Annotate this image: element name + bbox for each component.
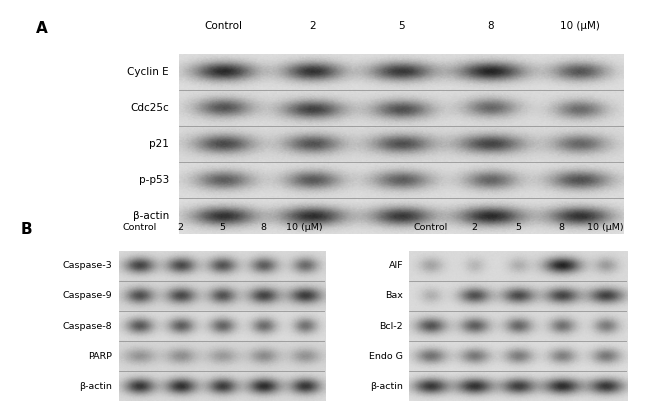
Text: 2: 2 [472, 223, 478, 232]
Text: 10 (μM): 10 (μM) [560, 21, 599, 31]
Text: 8: 8 [260, 223, 266, 232]
Text: Endo G: Endo G [369, 352, 403, 361]
Text: 5: 5 [219, 223, 225, 232]
Text: 10 (μM): 10 (μM) [587, 223, 624, 232]
Text: Control: Control [414, 223, 448, 232]
Text: Control: Control [122, 223, 157, 232]
Text: A: A [36, 21, 47, 36]
Text: 8: 8 [559, 223, 565, 232]
Text: 5: 5 [398, 21, 405, 31]
Text: β-actin: β-actin [79, 382, 112, 391]
Text: p-p53: p-p53 [138, 175, 169, 185]
Text: 2: 2 [177, 223, 184, 232]
Text: Control: Control [205, 21, 242, 31]
Text: Cyclin E: Cyclin E [127, 66, 169, 76]
Text: Bcl-2: Bcl-2 [380, 321, 403, 331]
Text: 10 (μM): 10 (μM) [286, 223, 322, 232]
Text: p21: p21 [149, 139, 169, 149]
Text: 5: 5 [515, 223, 521, 232]
Text: Caspase-3: Caspase-3 [62, 261, 112, 270]
Text: Bax: Bax [385, 291, 403, 301]
Text: Caspase-8: Caspase-8 [63, 321, 112, 331]
Text: 8: 8 [488, 21, 494, 31]
Text: 2: 2 [309, 21, 316, 31]
Text: AIF: AIF [389, 261, 403, 270]
Text: B: B [21, 222, 32, 237]
Text: Caspase-9: Caspase-9 [63, 291, 112, 301]
Text: Cdc25c: Cdc25c [130, 103, 169, 113]
Text: β-actin: β-actin [370, 382, 403, 391]
Text: β-actin: β-actin [133, 211, 169, 221]
Text: PARP: PARP [88, 352, 112, 361]
